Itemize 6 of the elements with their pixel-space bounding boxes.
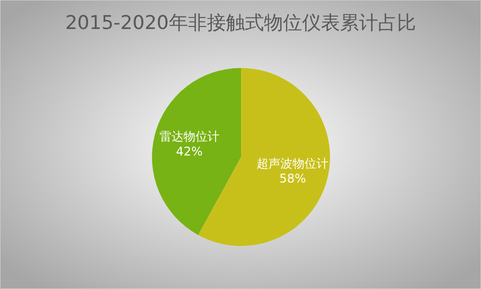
slice-label: 超声波物位计 <box>256 156 329 170</box>
data-label: 42% <box>176 144 203 159</box>
pie-slice <box>152 68 241 235</box>
chart-title: 2015-2020年非接触式物位仪表累计占比 <box>65 12 416 34</box>
slice-label: 雷达物位计 <box>159 130 220 144</box>
data-label: 58% <box>279 171 306 186</box>
